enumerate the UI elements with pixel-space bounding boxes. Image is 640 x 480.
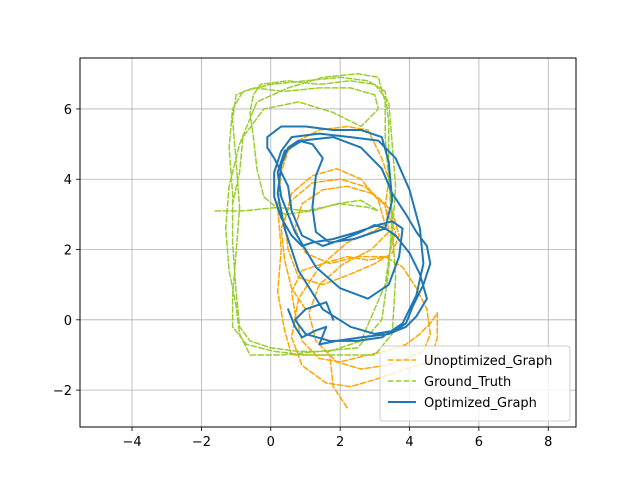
grid <box>80 58 576 427</box>
legend-label: Ground_Truth <box>424 375 511 390</box>
legend-label: Optimized_Graph <box>424 396 537 411</box>
y-tick-label: 0 <box>64 314 72 329</box>
series-line-unoptimized-graph <box>276 125 439 409</box>
x-tick-label: 6 <box>475 435 483 450</box>
x-tick-label: 8 <box>544 435 552 450</box>
y-tick-label: 2 <box>64 244 72 259</box>
legend: Unoptimized_Graph Ground_Truth Optimized_G… <box>379 345 571 422</box>
x-tick-label: 0 <box>267 435 275 450</box>
series-line-ground-truth <box>214 73 397 356</box>
series-line-optimized-graph <box>266 125 432 346</box>
x-tick-label: 4 <box>405 435 413 450</box>
x-tick-label: 2 <box>336 435 344 450</box>
y-tick-label: −2 <box>53 384 72 399</box>
plot-series <box>214 73 439 409</box>
axes-frame <box>79 57 577 428</box>
y-tick-label: 6 <box>64 103 72 118</box>
y-tick-label: 4 <box>64 173 72 188</box>
legend-box <box>379 345 571 422</box>
axis-ticks: −4 −2 0 2 4 6 8 −2 0 2 4 6 <box>53 103 553 450</box>
x-tick-label: −2 <box>192 435 211 450</box>
x-tick-label: −4 <box>122 435 141 450</box>
legend-label: Unoptimized_Graph <box>424 354 552 369</box>
